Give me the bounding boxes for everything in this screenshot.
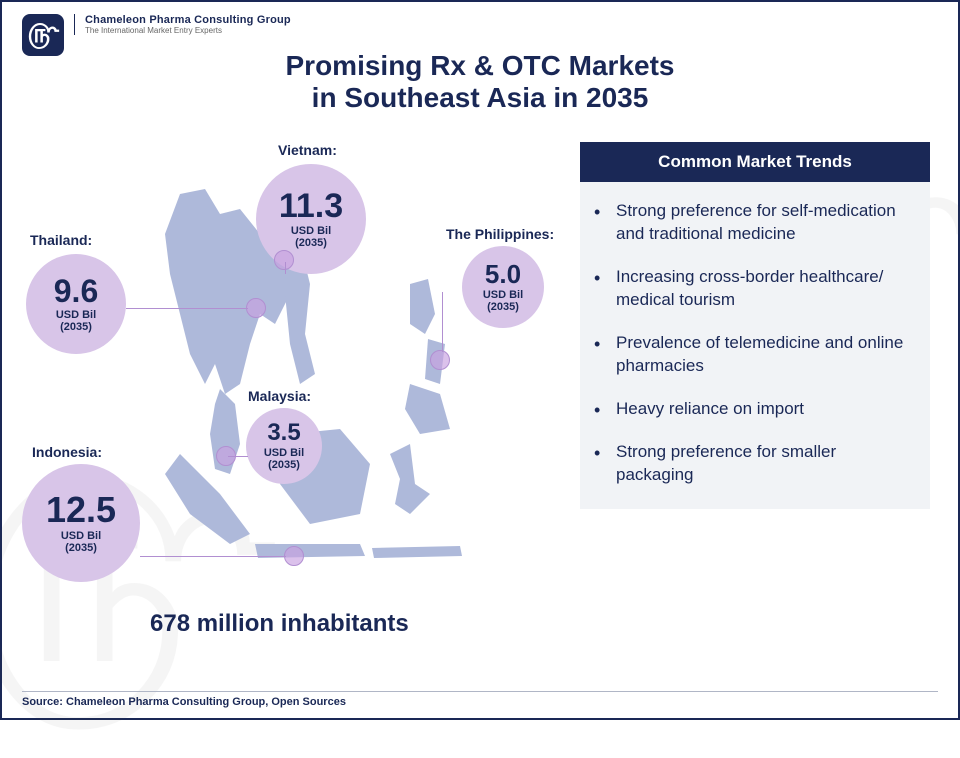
country-label: Indonesia:	[32, 444, 102, 460]
market-size-bubble: 3.5 USD Bil(2035)	[246, 408, 322, 484]
trend-item: Prevalence of telemedicine and online ph…	[610, 332, 908, 378]
leader-line	[442, 292, 443, 352]
country-label: Thailand:	[30, 232, 92, 248]
leader-line	[140, 556, 286, 557]
bubble-value: 3.5	[267, 421, 300, 445]
leader-line	[285, 262, 286, 274]
country-label: Malaysia:	[248, 388, 311, 404]
bubble-unit: USD Bil	[61, 530, 101, 542]
country-label: Vietnam:	[278, 142, 337, 158]
inhabitants-text: 678 million inhabitants	[150, 610, 409, 638]
country-label: The Philippines:	[446, 226, 554, 242]
bubble-value: 11.3	[279, 189, 343, 223]
main-content: Thailand:9.6USD Bil(2035)Vietnam:11.3USD…	[2, 114, 958, 674]
source-footer: Source: Chameleon Pharma Consulting Grou…	[22, 691, 938, 708]
bubble-value: 12.5	[46, 492, 116, 528]
trends-panel: Common Market Trends Strong preference f…	[580, 142, 930, 674]
trends-header: Common Market Trends	[580, 142, 930, 182]
logo-icon: ௹	[22, 14, 64, 56]
market-size-bubble: 9.6 USD Bil(2035)	[26, 254, 126, 354]
logo-company-sub: The International Market Entry Experts	[85, 26, 291, 35]
logo-company-main: Chameleon Pharma Consulting Group	[85, 14, 291, 26]
leader-line	[126, 308, 248, 309]
bubble-year: (2035)	[65, 542, 97, 554]
trends-list: Strong preference for self-medication an…	[610, 200, 908, 486]
bubble-year: (2035)	[295, 237, 327, 249]
page-title: Promising Rx & OTC Markets in Southeast …	[2, 50, 958, 114]
market-size-bubble: 5.0 USD Bil(2035)	[462, 246, 544, 328]
bubble-unit: USD Bil	[264, 447, 304, 459]
leader-line	[228, 456, 248, 457]
bubble-unit: USD Bil	[291, 225, 331, 237]
bubble-year: (2035)	[268, 459, 300, 471]
title-line-1: Promising Rx & OTC Markets	[2, 50, 958, 82]
market-size-bubble: 11.3 USD Bil(2035)	[256, 164, 366, 274]
market-size-bubble: 12.5 USD Bil(2035)	[22, 464, 140, 582]
bubble-year: (2035)	[60, 321, 92, 333]
trend-item: Strong preference for smaller packaging	[610, 441, 908, 487]
trend-item: Heavy reliance on import	[610, 398, 908, 421]
bubble-unit: USD Bil	[483, 289, 523, 301]
map-area: Thailand:9.6USD Bil(2035)Vietnam:11.3USD…	[30, 134, 570, 674]
trend-item: Strong preference for self-medication an…	[610, 200, 908, 246]
logo-text-block: Chameleon Pharma Consulting Group The In…	[74, 14, 291, 35]
bubble-value: 5.0	[485, 261, 521, 287]
bubble-value: 9.6	[54, 275, 98, 307]
bubble-year: (2035)	[487, 301, 519, 313]
trend-item: Increasing cross-border healthcare/ medi…	[610, 266, 908, 312]
header: ௹ Chameleon Pharma Consulting Group The …	[2, 2, 958, 56]
trends-body: Strong preference for self-medication an…	[580, 182, 930, 508]
title-line-2: in Southeast Asia in 2035	[2, 82, 958, 114]
bubble-unit: USD Bil	[56, 309, 96, 321]
